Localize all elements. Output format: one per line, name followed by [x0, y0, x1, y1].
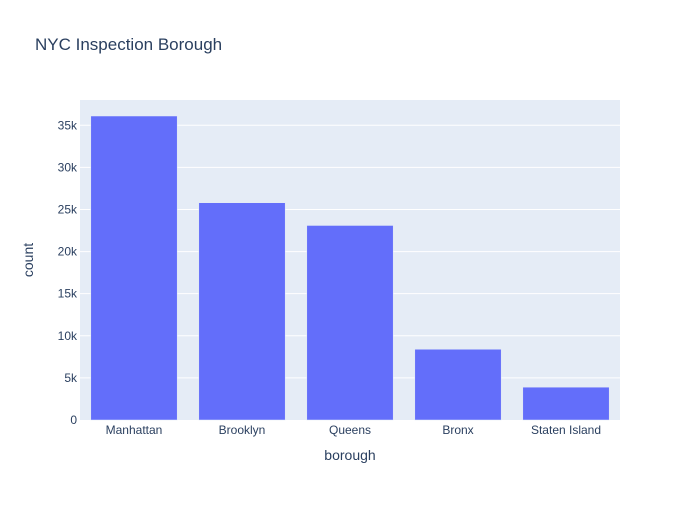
chart-title: NYC Inspection Borough — [35, 35, 222, 54]
bar-brooklyn — [198, 202, 286, 421]
y-tick-label: 20k — [58, 245, 78, 259]
y-tick-label: 15k — [58, 287, 78, 301]
x-axis-title: borough — [324, 447, 375, 463]
x-tick-label: Manhattan — [106, 423, 163, 437]
bar-queens — [306, 225, 394, 421]
bar-staten-island — [522, 386, 610, 421]
bar-bronx — [414, 349, 502, 421]
x-tick-label: Queens — [329, 423, 371, 437]
y-tick-label: 30k — [58, 160, 78, 174]
bars — [90, 115, 610, 421]
y-tick-label: 25k — [58, 202, 78, 216]
x-tick-label: Brooklyn — [219, 423, 266, 437]
y-tick-label: 0 — [70, 413, 77, 427]
y-tick-label: 5k — [64, 371, 78, 385]
x-tick-label: Staten Island — [531, 423, 601, 437]
y-axis-title: count — [20, 243, 36, 277]
y-tick-label: 35k — [58, 118, 78, 132]
x-axis-ticks: Manhattan Brooklyn Queens Bronx Staten Islan… — [106, 423, 601, 437]
y-tick-label: 10k — [58, 329, 78, 343]
y-axis-ticks: 0 5k 10k 15k 20k 25k 30k 35k — [58, 118, 78, 427]
x-tick-label: Bronx — [442, 423, 473, 437]
bar-manhattan — [90, 115, 178, 421]
